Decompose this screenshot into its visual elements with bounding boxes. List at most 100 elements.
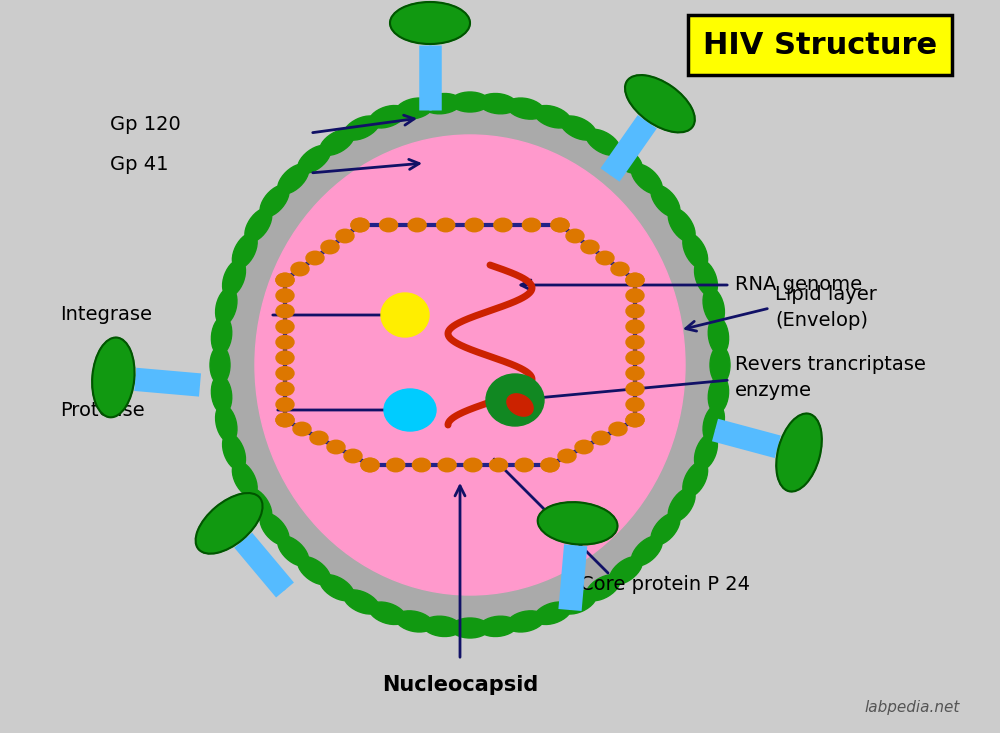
Ellipse shape: [703, 288, 724, 325]
Ellipse shape: [320, 129, 354, 155]
Ellipse shape: [651, 185, 680, 217]
Text: Core protein P 24: Core protein P 24: [580, 575, 750, 594]
Ellipse shape: [668, 208, 695, 242]
Ellipse shape: [631, 536, 662, 566]
Ellipse shape: [196, 493, 263, 553]
Ellipse shape: [276, 413, 294, 427]
Ellipse shape: [683, 462, 708, 497]
Ellipse shape: [351, 218, 369, 232]
Ellipse shape: [344, 590, 379, 614]
Ellipse shape: [344, 116, 379, 140]
Ellipse shape: [211, 375, 232, 413]
Ellipse shape: [465, 218, 483, 232]
Ellipse shape: [610, 556, 642, 585]
Ellipse shape: [216, 405, 237, 442]
Text: Gp 120: Gp 120: [110, 116, 181, 134]
Ellipse shape: [438, 458, 456, 472]
Ellipse shape: [291, 262, 309, 276]
Ellipse shape: [626, 382, 644, 396]
Ellipse shape: [626, 304, 644, 318]
Ellipse shape: [695, 260, 717, 296]
Ellipse shape: [626, 398, 644, 411]
Ellipse shape: [538, 502, 617, 545]
Ellipse shape: [683, 233, 708, 268]
Ellipse shape: [306, 251, 324, 265]
Ellipse shape: [710, 346, 730, 384]
Text: Lipid layer: Lipid layer: [775, 285, 877, 304]
Ellipse shape: [575, 441, 593, 454]
Ellipse shape: [390, 2, 470, 44]
Ellipse shape: [507, 98, 544, 119]
Ellipse shape: [609, 422, 627, 435]
Ellipse shape: [223, 434, 245, 470]
Ellipse shape: [610, 145, 642, 173]
Ellipse shape: [276, 398, 294, 411]
Ellipse shape: [260, 513, 289, 545]
Ellipse shape: [551, 218, 569, 232]
Ellipse shape: [494, 218, 512, 232]
Ellipse shape: [708, 375, 729, 413]
Text: Nucleocapsid: Nucleocapsid: [382, 675, 538, 695]
Ellipse shape: [232, 233, 257, 268]
Ellipse shape: [215, 95, 725, 635]
Ellipse shape: [276, 366, 294, 380]
Ellipse shape: [626, 336, 644, 349]
Ellipse shape: [381, 293, 429, 337]
Ellipse shape: [479, 94, 517, 114]
Ellipse shape: [490, 458, 508, 472]
Ellipse shape: [534, 106, 571, 128]
Ellipse shape: [515, 458, 533, 472]
Ellipse shape: [232, 462, 257, 497]
Ellipse shape: [384, 389, 436, 431]
Ellipse shape: [611, 262, 629, 276]
Ellipse shape: [626, 413, 644, 427]
Ellipse shape: [396, 98, 433, 119]
Ellipse shape: [293, 422, 311, 435]
Text: (Envelop): (Envelop): [775, 311, 868, 330]
Ellipse shape: [708, 317, 729, 355]
Ellipse shape: [276, 413, 294, 427]
Ellipse shape: [464, 458, 482, 472]
Ellipse shape: [631, 164, 662, 194]
Ellipse shape: [361, 458, 379, 472]
Text: RNA genome: RNA genome: [735, 276, 862, 295]
Ellipse shape: [278, 164, 309, 194]
Ellipse shape: [320, 575, 354, 600]
Ellipse shape: [507, 394, 533, 416]
Ellipse shape: [626, 351, 644, 364]
Ellipse shape: [581, 240, 599, 254]
Ellipse shape: [626, 273, 644, 287]
Ellipse shape: [668, 488, 695, 522]
Ellipse shape: [276, 320, 294, 334]
Ellipse shape: [626, 289, 644, 302]
Ellipse shape: [276, 304, 294, 318]
Ellipse shape: [626, 320, 644, 334]
Ellipse shape: [541, 458, 559, 472]
Ellipse shape: [210, 346, 230, 384]
Ellipse shape: [561, 116, 596, 140]
Text: Gp 41: Gp 41: [110, 155, 168, 174]
Ellipse shape: [408, 218, 426, 232]
Ellipse shape: [211, 317, 232, 355]
Ellipse shape: [412, 458, 430, 472]
Ellipse shape: [298, 556, 330, 585]
Ellipse shape: [651, 513, 680, 545]
Ellipse shape: [336, 229, 354, 243]
Text: Protease: Protease: [60, 400, 145, 419]
Ellipse shape: [255, 135, 685, 595]
Text: HIV Structure: HIV Structure: [703, 31, 937, 59]
Text: Revers trancriptase: Revers trancriptase: [735, 356, 926, 375]
Ellipse shape: [276, 273, 294, 287]
Ellipse shape: [245, 488, 272, 522]
Ellipse shape: [361, 458, 379, 472]
Ellipse shape: [298, 145, 330, 173]
Ellipse shape: [586, 575, 620, 600]
Ellipse shape: [396, 611, 433, 632]
Ellipse shape: [369, 602, 406, 625]
Ellipse shape: [216, 288, 237, 325]
Ellipse shape: [321, 240, 339, 254]
Text: labpedia.net: labpedia.net: [865, 700, 960, 715]
Ellipse shape: [260, 185, 289, 217]
Ellipse shape: [344, 449, 362, 463]
Ellipse shape: [592, 431, 610, 445]
